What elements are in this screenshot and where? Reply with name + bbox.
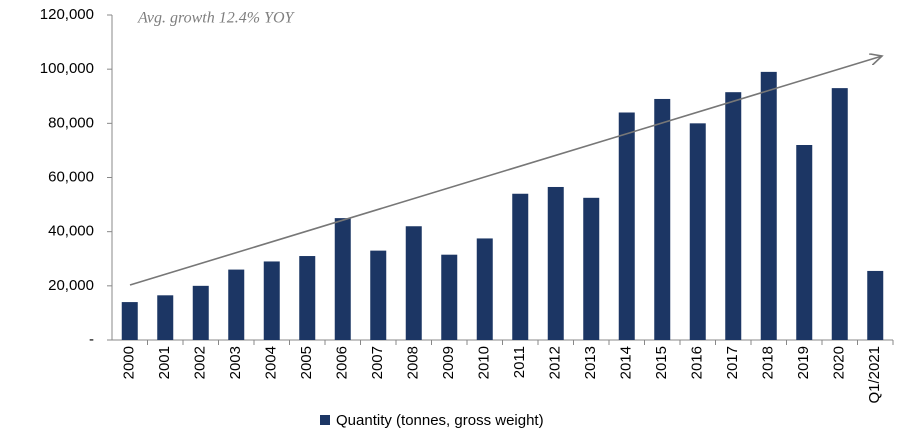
bar xyxy=(618,112,635,340)
y-tick-label: - xyxy=(89,331,94,348)
bar xyxy=(263,261,280,340)
bar xyxy=(583,197,600,340)
x-tick-label: 2006 xyxy=(334,346,351,379)
x-tick-label: 2020 xyxy=(831,346,848,379)
x-tick-label: 2005 xyxy=(298,346,315,379)
x-tick-label: 2013 xyxy=(582,346,599,379)
x-tick-label: 2001 xyxy=(156,346,173,379)
bar xyxy=(760,71,777,340)
bar xyxy=(441,254,458,340)
y-tick-label: 100,000 xyxy=(40,60,94,77)
x-tick-label: 2000 xyxy=(121,346,138,379)
bar xyxy=(405,226,422,340)
x-tick-label: 2018 xyxy=(760,346,777,379)
y-tick-label: 80,000 xyxy=(48,114,94,131)
x-tick-label: Q1/2021 xyxy=(866,346,883,404)
bar xyxy=(725,92,742,340)
x-tick-label: 2009 xyxy=(440,346,457,379)
y-tick-label: 20,000 xyxy=(48,277,94,294)
y-tick-label: 120,000 xyxy=(40,6,94,23)
x-tick-label: 2007 xyxy=(369,346,386,379)
y-tick-label: 60,000 xyxy=(48,168,94,185)
bar xyxy=(228,269,245,340)
x-tick-label: 2017 xyxy=(724,346,741,379)
x-tick-label: 2003 xyxy=(227,346,244,379)
x-tick-label: 2002 xyxy=(192,346,209,379)
bar xyxy=(689,123,706,340)
bar xyxy=(299,256,316,340)
bar xyxy=(476,238,493,340)
legend-swatch xyxy=(320,415,330,425)
x-tick-label: 2015 xyxy=(653,346,670,379)
bar xyxy=(547,186,564,340)
bar xyxy=(654,98,671,340)
x-tick-label: 2014 xyxy=(618,346,635,379)
bar xyxy=(796,145,813,340)
trend-arrow xyxy=(129,56,882,286)
bar xyxy=(831,88,848,340)
x-tick-label: 2004 xyxy=(263,346,280,379)
y-tick-label: 40,000 xyxy=(48,223,94,240)
bar xyxy=(157,295,174,340)
x-tick-label: 2010 xyxy=(476,346,493,379)
annotation: Avg. growth 12.4% YOY xyxy=(137,10,296,27)
bar xyxy=(370,250,387,340)
bar xyxy=(121,302,138,340)
x-tick-label: 2012 xyxy=(547,346,564,379)
x-tick-label: 2011 xyxy=(511,346,528,378)
legend-label: Quantity (tonnes, gross weight) xyxy=(336,412,544,429)
bar xyxy=(192,285,209,340)
bar xyxy=(512,193,529,340)
x-tick-label: 2008 xyxy=(405,346,422,379)
bar xyxy=(867,270,884,340)
bar xyxy=(334,218,351,340)
x-tick-label: 2019 xyxy=(795,346,812,379)
x-tick-label: 2016 xyxy=(689,346,706,379)
